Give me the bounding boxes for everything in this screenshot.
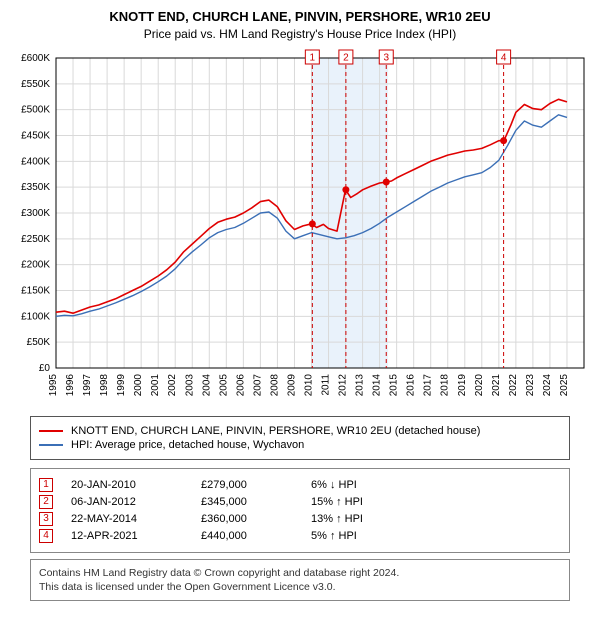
svg-text:2007: 2007 — [252, 373, 263, 396]
sale-marker-box: 4 — [39, 529, 53, 543]
svg-text:2011: 2011 — [321, 373, 332, 395]
svg-text:2014: 2014 — [372, 373, 383, 396]
svg-text:2: 2 — [343, 52, 349, 63]
svg-text:£400K: £400K — [21, 156, 50, 167]
svg-text:2023: 2023 — [525, 373, 536, 396]
data-source-footer: Contains HM Land Registry data © Crown c… — [30, 559, 570, 601]
sale-date: 22-MAY-2014 — [71, 513, 201, 525]
legend-label: HPI: Average price, detached house, Wych… — [71, 439, 304, 451]
svg-text:£100K: £100K — [21, 311, 50, 322]
footer-line-2: This data is licensed under the Open Gov… — [39, 580, 561, 594]
svg-text:2003: 2003 — [184, 373, 195, 396]
svg-text:2004: 2004 — [201, 373, 212, 396]
chart-legend: KNOTT END, CHURCH LANE, PINVIN, PERSHORE… — [30, 416, 570, 460]
svg-text:£450K: £450K — [21, 130, 50, 141]
legend-swatch — [39, 444, 63, 446]
svg-text:£550K: £550K — [21, 79, 50, 90]
svg-text:2019: 2019 — [457, 373, 468, 396]
svg-text:2000: 2000 — [133, 373, 144, 396]
sale-row: 2 06-JAN-2012£345,00015% ↑ HPI — [39, 495, 561, 509]
price-chart: £0 £50K £100K £150K £200K £250K £300K £350K £400… — [10, 48, 590, 408]
sale-row: 1 20-JAN-2010£279,0006% ↓ HPI — [39, 478, 561, 492]
svg-text:£0: £0 — [39, 363, 51, 374]
sale-delta-vs-hpi: 6% ↓ HPI — [311, 479, 431, 491]
legend-item: KNOTT END, CHURCH LANE, PINVIN, PERSHORE… — [39, 425, 561, 437]
sale-price: £440,000 — [201, 530, 311, 542]
svg-text:3: 3 — [383, 52, 389, 63]
sale-delta-vs-hpi: 13% ↑ HPI — [311, 513, 431, 525]
svg-text:£150K: £150K — [21, 285, 50, 296]
footer-line-1: Contains HM Land Registry data © Crown c… — [39, 566, 561, 580]
sale-price: £360,000 — [201, 513, 311, 525]
sale-marker-box: 2 — [39, 495, 53, 509]
sale-date: 12-APR-2021 — [71, 530, 201, 542]
svg-text:4: 4 — [501, 52, 507, 63]
svg-text:2002: 2002 — [167, 373, 178, 396]
svg-text:2013: 2013 — [355, 373, 366, 396]
svg-text:2009: 2009 — [286, 373, 297, 396]
svg-text:2001: 2001 — [150, 373, 161, 396]
svg-text:2021: 2021 — [491, 373, 502, 396]
svg-text:2016: 2016 — [406, 373, 417, 396]
svg-text:2012: 2012 — [338, 373, 349, 396]
sale-price: £345,000 — [201, 496, 311, 508]
svg-text:£200K: £200K — [21, 259, 50, 270]
sale-marker-box: 1 — [39, 478, 53, 492]
chart-title-address: KNOTT END, CHURCH LANE, PINVIN, PERSHORE… — [8, 8, 592, 26]
svg-text:2017: 2017 — [423, 373, 434, 396]
svg-text:£350K: £350K — [21, 182, 50, 193]
chart-subtitle: Price paid vs. HM Land Registry's House … — [8, 26, 592, 42]
legend-swatch — [39, 430, 63, 432]
chart-title-block: KNOTT END, CHURCH LANE, PINVIN, PERSHORE… — [8, 8, 592, 42]
svg-text:£600K: £600K — [21, 53, 50, 64]
sale-date: 20-JAN-2010 — [71, 479, 201, 491]
svg-text:1999: 1999 — [116, 373, 127, 396]
sale-row: 3 22-MAY-2014£360,00013% ↑ HPI — [39, 512, 561, 526]
svg-text:1996: 1996 — [65, 373, 76, 396]
svg-text:£250K: £250K — [21, 234, 50, 245]
svg-text:2018: 2018 — [440, 373, 451, 396]
svg-text:2025: 2025 — [559, 373, 570, 396]
svg-text:2022: 2022 — [508, 373, 519, 396]
sales-table: 1 20-JAN-2010£279,0006% ↓ HPI 2 06-JAN-2012… — [30, 468, 570, 553]
sale-delta-vs-hpi: 15% ↑ HPI — [311, 496, 431, 508]
sale-delta-vs-hpi: 5% ↑ HPI — [311, 530, 431, 542]
svg-text:£50K: £50K — [27, 337, 51, 348]
svg-text:2005: 2005 — [218, 373, 229, 396]
sale-marker-box: 3 — [39, 512, 53, 526]
legend-item: HPI: Average price, detached house, Wych… — [39, 439, 561, 451]
sale-row: 4 12-APR-2021£440,0005% ↑ HPI — [39, 529, 561, 543]
legend-label: KNOTT END, CHURCH LANE, PINVIN, PERSHORE… — [71, 425, 480, 437]
svg-text:1998: 1998 — [99, 373, 110, 396]
svg-text:£500K: £500K — [21, 104, 50, 115]
svg-text:2008: 2008 — [269, 373, 280, 396]
svg-text:2024: 2024 — [542, 373, 553, 396]
svg-text:2006: 2006 — [235, 373, 246, 396]
svg-text:1997: 1997 — [82, 373, 93, 396]
svg-text:2020: 2020 — [474, 373, 485, 396]
chart-svg: £0 £50K £100K £150K £200K £250K £300K £350K £400… — [10, 48, 590, 408]
svg-text:1: 1 — [310, 52, 316, 63]
svg-text:£300K: £300K — [21, 208, 50, 219]
sale-price: £279,000 — [201, 479, 311, 491]
svg-text:2015: 2015 — [389, 373, 400, 396]
svg-text:2010: 2010 — [303, 373, 314, 396]
sale-date: 06-JAN-2012 — [71, 496, 201, 508]
svg-text:1995: 1995 — [48, 373, 59, 396]
